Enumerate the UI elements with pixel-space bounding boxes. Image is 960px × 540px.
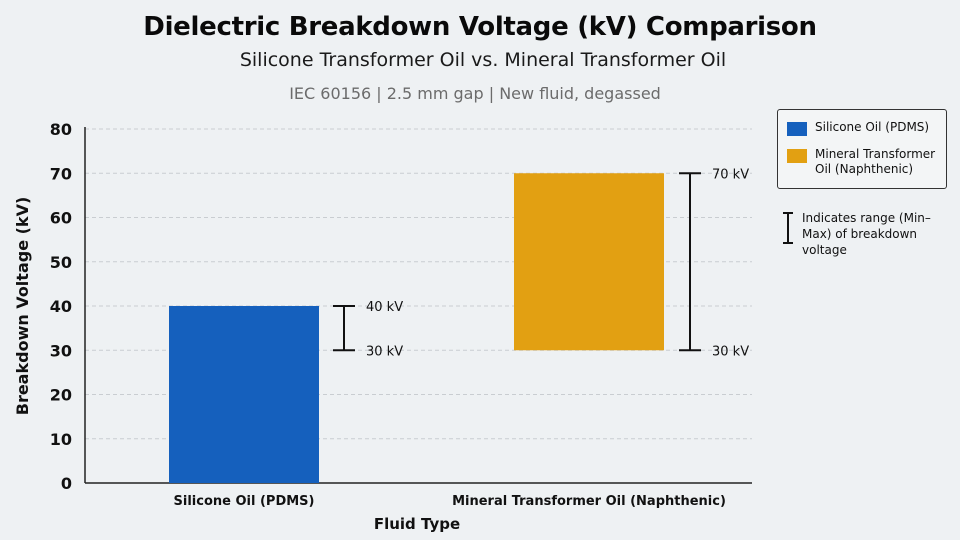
data-label-max: 40 kV xyxy=(366,300,403,315)
bar xyxy=(514,173,664,351)
x-tick-label: Mineral Transformer Oil (Naphthenic) xyxy=(452,494,726,509)
x-tick-label: Silicone Oil (PDMS) xyxy=(174,494,315,509)
y-tick-label: 30 xyxy=(50,341,72,360)
data-label-max: 70 kV xyxy=(712,167,749,182)
bar xyxy=(169,306,319,483)
range-note: Indicates range (Min–Max) of breakdown v… xyxy=(782,210,952,270)
legend-swatch-mineral xyxy=(787,149,807,163)
data-label-min: 30 kV xyxy=(712,344,749,359)
data-label-min: 30 kV xyxy=(366,344,403,359)
y-tick-label: 60 xyxy=(50,209,72,228)
y-tick-label: 20 xyxy=(50,386,72,405)
y-tick-label: 50 xyxy=(50,253,72,272)
legend-item-silicone: Silicone Oil (PDMS) xyxy=(787,120,947,136)
legend-label-mineral: Mineral Transformer Oil (Naphthenic) xyxy=(815,147,936,176)
chart-subtitle: Silicone Transformer Oil vs. Mineral Tra… xyxy=(239,49,727,71)
y-tick-label: 10 xyxy=(50,430,72,449)
range-note-text: Indicates range (Min–Max) of breakdown v… xyxy=(802,211,931,257)
y-tick-label: 40 xyxy=(50,297,72,316)
legend-label-silicone: Silicone Oil (PDMS) xyxy=(815,120,930,134)
y-axis-title: Breakdown Voltage (kV) xyxy=(13,197,32,416)
y-tick-label: 70 xyxy=(50,164,72,183)
chart-title: Dielectric Breakdown Voltage (kV) Compar… xyxy=(143,12,817,42)
legend: Silicone Oil (PDMS) Mineral Transformer … xyxy=(777,109,947,189)
chart-note: IEC 60156 | 2.5 mm gap | New fluid, dega… xyxy=(289,84,661,103)
legend-item-mineral: Mineral Transformer Oil (Naphthenic) xyxy=(787,147,947,177)
y-tick-label: 80 xyxy=(50,120,72,139)
legend-swatch-silicone xyxy=(787,122,807,136)
x-axis-title: Fluid Type xyxy=(374,515,460,533)
y-tick-label: 0 xyxy=(61,474,72,493)
range-bar-icon xyxy=(783,212,793,244)
